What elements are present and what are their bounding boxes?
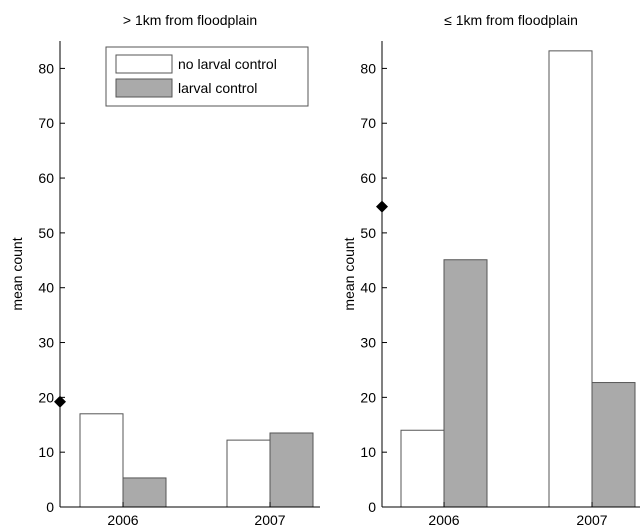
y-tick-label-80-panel-2: 80 (360, 60, 376, 76)
legend-swatch-larval-control (115, 78, 173, 98)
chart-title-1: > 1km from floodplain (123, 12, 257, 28)
y-tick-label-20-panel-2: 20 (360, 389, 376, 405)
y-tick-label-10-panel-2: 10 (360, 444, 376, 460)
x-tick-label-2006-panel-1: 2006 (107, 512, 138, 527)
bar-larval-control-2006-panel-1 (122, 477, 167, 508)
bar-no-larval-control-2006-panel-1 (79, 413, 124, 508)
y-tick-label-60-panel-1: 60 (38, 170, 54, 186)
y-tick-label-80-panel-1: 80 (38, 60, 54, 76)
bar-larval-control-2007-panel-2 (591, 382, 636, 508)
chart-title-2: ≤ 1km from floodplain (444, 12, 578, 28)
bar-no-larval-control-2007-panel-2 (548, 50, 593, 508)
legend-label-larval-control: larval control (178, 80, 257, 96)
x-tick-label-2006-panel-2: 2006 (428, 512, 459, 527)
y-tick-label-40-panel-1: 40 (38, 280, 54, 296)
y-tick-label-0-panel-2: 0 (368, 499, 376, 515)
bar-larval-control-2006-panel-2 (443, 259, 488, 508)
y-tick-label-70-panel-1: 70 (38, 115, 54, 131)
diamond-marker-panel-2 (376, 200, 388, 213)
y-tick-label-60-panel-2: 60 (360, 170, 376, 186)
y-tick-label-10-panel-1: 10 (38, 444, 54, 460)
y-tick-label-30-panel-2: 30 (360, 335, 376, 351)
y-axis-label-1: mean count (9, 237, 25, 310)
y-tick-label-50-panel-2: 50 (360, 225, 376, 241)
y-axis-label-2: mean count (341, 237, 357, 310)
y-tick-label-70-panel-2: 70 (360, 115, 376, 131)
y-tick-label-50-panel-1: 50 (38, 225, 54, 241)
bar-no-larval-control-2006-panel-2 (400, 429, 445, 508)
diamond-marker-panel-1 (54, 395, 66, 408)
y-tick-label-20-panel-1: 20 (38, 389, 54, 405)
bar-larval-control-2007-panel-1 (269, 432, 314, 508)
y-tick-label-0-panel-1: 0 (46, 499, 54, 515)
x-tick-label-2007-panel-2: 2007 (576, 512, 607, 527)
legend-swatch-no-larval-control (115, 54, 173, 74)
bar-no-larval-control-2007-panel-1 (226, 439, 271, 508)
legend-label-no-larval-control: no larval control (178, 56, 277, 72)
y-tick-label-30-panel-1: 30 (38, 335, 54, 351)
y-tick-label-40-panel-2: 40 (360, 280, 376, 296)
x-tick-label-2007-panel-1: 2007 (254, 512, 285, 527)
